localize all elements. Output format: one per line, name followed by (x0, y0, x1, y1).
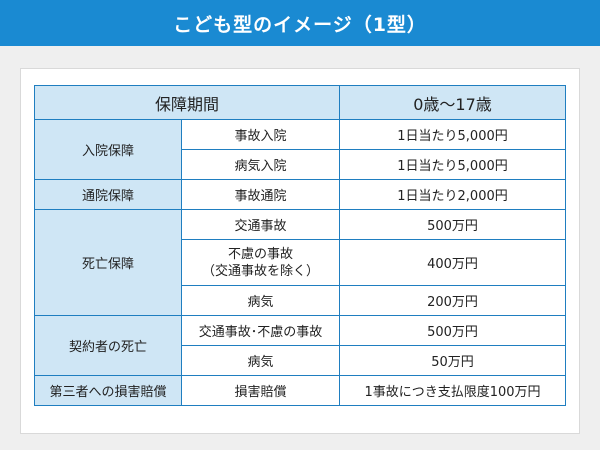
table-row: 死亡保障 交通事故 500万円 (34, 209, 566, 316)
value-cell: 50万円 (339, 345, 566, 376)
category-hospital: 入院保障 (34, 119, 182, 180)
item-cell: 不慮の事故 （交通事故を除く） (181, 239, 340, 286)
item-cell: 事故入院 (181, 119, 340, 150)
content-frame: 保障期間 0歳〜17歳 入院保障 事故入院 1日当たり5,000円 病気入院 1… (0, 46, 600, 450)
item-line-2: （交通事故を除く） (201, 263, 319, 279)
item-cell: 損害賠償 (181, 375, 340, 406)
header-age: 0歳〜17歳 (339, 85, 566, 120)
content-panel: 保障期間 0歳〜17歳 入院保障 事故入院 1日当たり5,000円 病気入院 1… (20, 68, 580, 434)
category-liability: 第三者への損害賠償 (34, 375, 182, 406)
table-header-row: 保障期間 0歳〜17歳 (34, 85, 566, 120)
item-cell: 事故通院 (181, 179, 340, 210)
table-row: 病気 200万円 (35, 285, 566, 316)
table-row: 契約者の死亡 交通事故･不慮の事故 500万円 (34, 315, 566, 376)
value-cell: 1日当たり5,000円 (339, 119, 566, 150)
page-title-text: こども型のイメージ（1型） (173, 13, 427, 36)
value-cell: 1日当たり2,000円 (339, 179, 566, 210)
table-row: 入院保障 事故入院 1日当たり5,000円 (34, 119, 566, 180)
value-cell: 1日当たり5,000円 (339, 149, 566, 180)
value-cell: 500万円 (339, 209, 566, 240)
header-period: 保障期間 (34, 85, 340, 120)
table-row: 病気 50万円 (35, 345, 566, 376)
table-row: 第三者への損害賠償 損害賠償 1事故につき支払限度100万円 (34, 375, 566, 406)
coverage-table: 保障期間 0歳〜17歳 入院保障 事故入院 1日当たり5,000円 病気入院 1… (34, 85, 566, 406)
value-cell: 200万円 (339, 285, 566, 316)
item-cell: 交通事故 (181, 209, 340, 240)
category-contractor: 契約者の死亡 (34, 315, 182, 376)
table-row: 通院保障 事故通院 1日当たり2,000円 (34, 179, 566, 210)
item-line-1: 不慮の事故 (227, 246, 293, 262)
value-cell: 400万円 (339, 239, 566, 286)
category-outpatient: 通院保障 (34, 179, 182, 210)
table-row: 不慮の事故 （交通事故を除く） 400万円 (35, 239, 566, 286)
item-cell: 病気 (181, 345, 340, 376)
item-cell: 病気入院 (181, 149, 340, 180)
value-cell: 1事故につき支払限度100万円 (339, 375, 566, 406)
category-death: 死亡保障 (34, 209, 182, 316)
item-cell: 交通事故･不慮の事故 (181, 315, 340, 346)
item-cell: 病気 (181, 285, 340, 316)
page-title: こども型のイメージ（1型） (0, 0, 600, 46)
value-cell: 500万円 (339, 315, 566, 346)
table-row: 病気入院 1日当たり5,000円 (35, 149, 566, 180)
